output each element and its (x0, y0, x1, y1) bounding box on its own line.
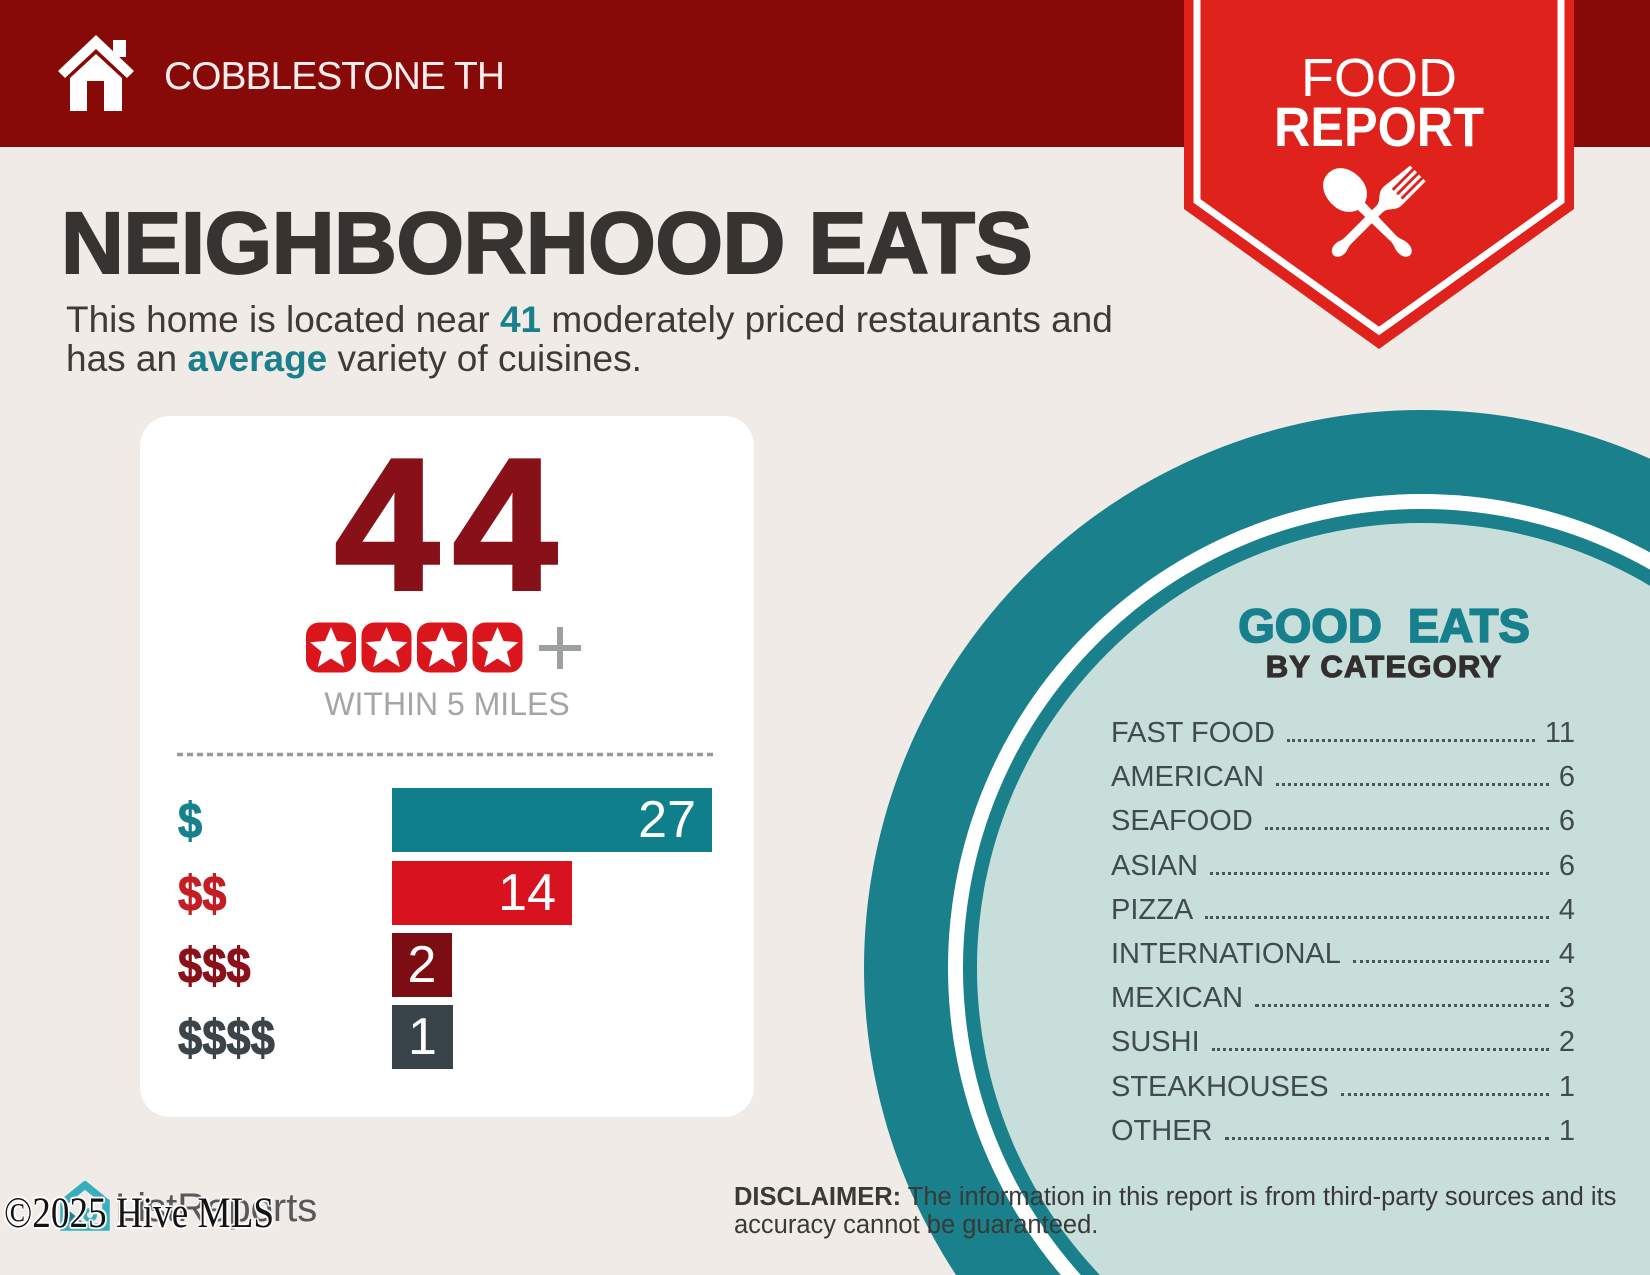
svg-text:FOOD: FOOD (1301, 48, 1457, 108)
svg-text:REPORT: REPORT (1274, 97, 1484, 159)
